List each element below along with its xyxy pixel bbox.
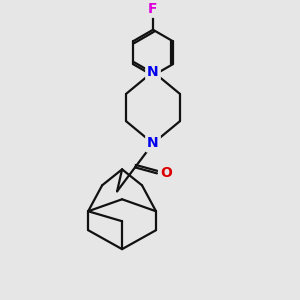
Text: N: N — [147, 64, 159, 79]
Text: N: N — [147, 136, 159, 150]
Text: O: O — [160, 167, 172, 180]
Text: F: F — [148, 2, 158, 16]
